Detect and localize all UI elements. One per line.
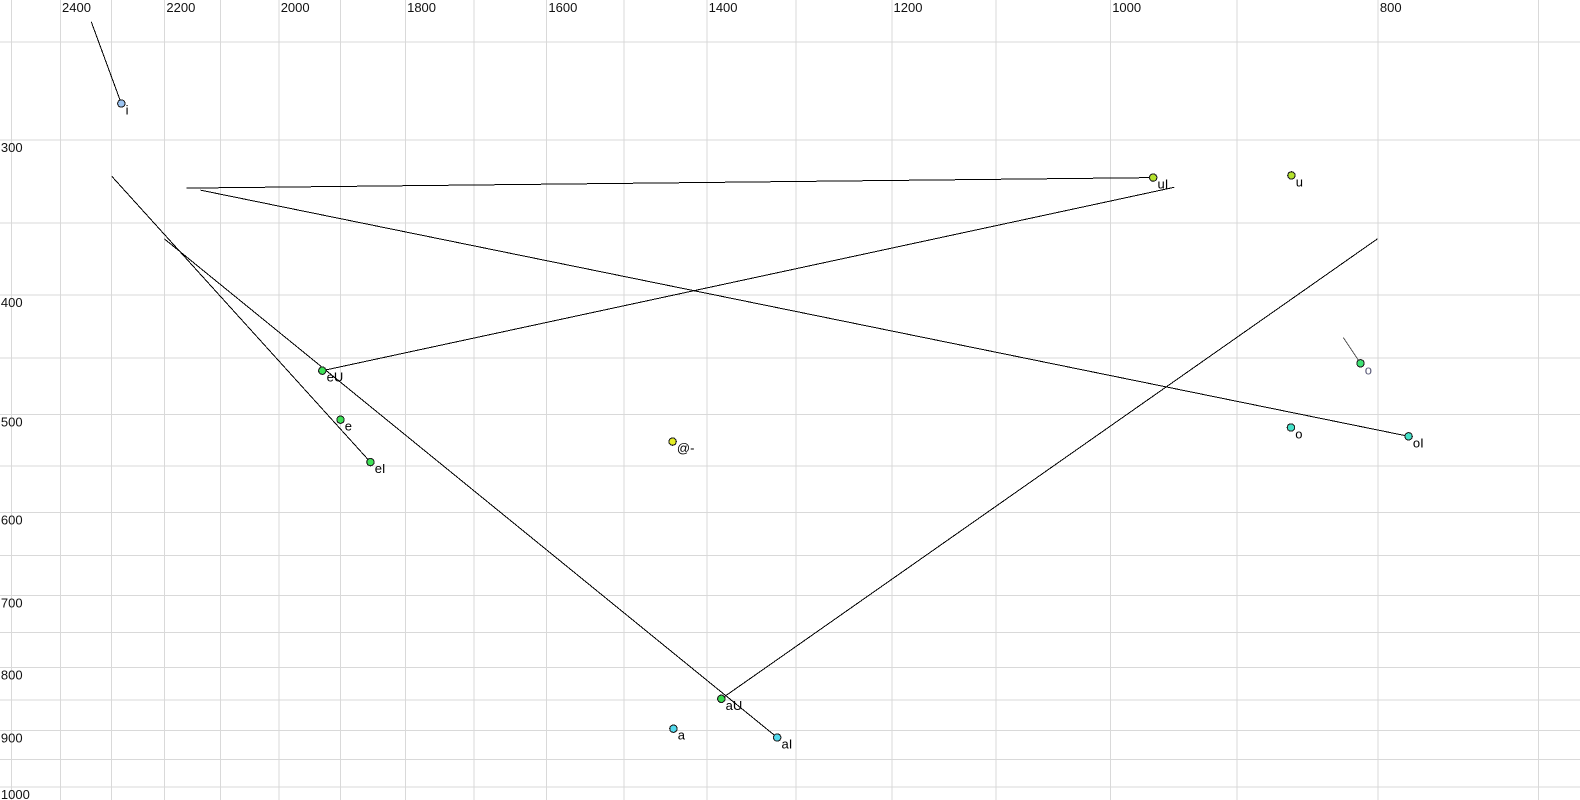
svg-text:1800: 1800 xyxy=(407,0,436,15)
svg-text:aU: aU xyxy=(726,698,743,713)
svg-text:800: 800 xyxy=(1,667,23,682)
svg-text:2200: 2200 xyxy=(166,0,195,15)
svg-text:o: o xyxy=(1365,362,1372,377)
svg-text:1600: 1600 xyxy=(548,0,577,15)
svg-text:oI: oI xyxy=(1413,435,1424,450)
svg-text:2400: 2400 xyxy=(62,0,91,15)
svg-text:eU: eU xyxy=(327,370,344,385)
svg-text:aI: aI xyxy=(782,737,793,752)
svg-text:1000: 1000 xyxy=(1112,0,1141,15)
svg-text:300: 300 xyxy=(1,140,23,155)
svg-text:700: 700 xyxy=(1,596,23,611)
svg-text:900: 900 xyxy=(1,731,23,746)
svg-text:o: o xyxy=(1295,427,1302,442)
svg-text:1200: 1200 xyxy=(894,0,923,15)
svg-text:eI: eI xyxy=(375,461,386,476)
svg-text:a: a xyxy=(678,728,686,743)
svg-text:400: 400 xyxy=(1,295,23,310)
svg-text:600: 600 xyxy=(1,513,23,528)
svg-text:uI: uI xyxy=(1158,177,1169,192)
svg-text:i: i xyxy=(126,103,129,118)
svg-text:1400: 1400 xyxy=(709,0,738,15)
svg-text:@-: @- xyxy=(677,441,695,456)
svg-text:500: 500 xyxy=(1,415,23,430)
svg-text:u: u xyxy=(1296,174,1303,189)
svg-text:1000: 1000 xyxy=(1,787,30,800)
svg-text:2000: 2000 xyxy=(281,0,310,15)
svg-text:800: 800 xyxy=(1380,0,1402,15)
svg-text:e: e xyxy=(345,419,352,434)
